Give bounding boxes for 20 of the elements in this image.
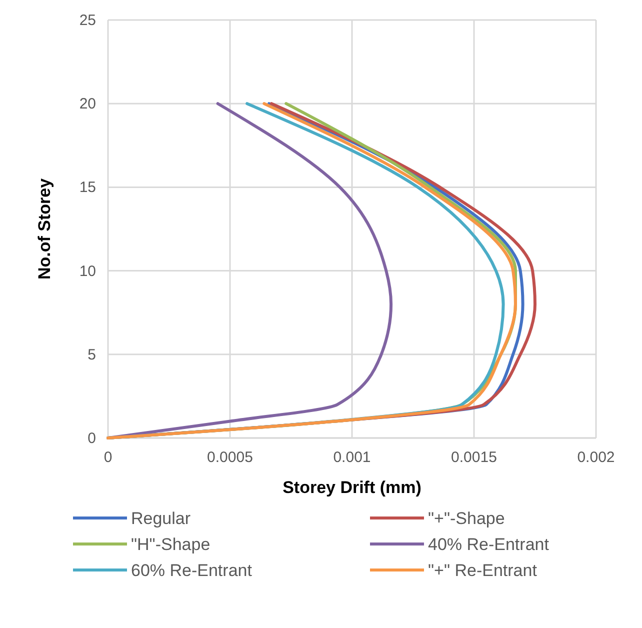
y-tick-label: 25: [79, 12, 96, 29]
x-tick-label: 0.001: [333, 449, 371, 466]
y-axis-title: No.of Storey: [35, 178, 54, 280]
legend-label: 60% Re-Entrant: [131, 561, 252, 580]
y-tick-label: 10: [79, 262, 96, 280]
x-tick-label: 0: [104, 449, 112, 466]
x-tick-label: 0.0005: [207, 449, 253, 466]
line-series: [106, 102, 393, 440]
y-tick-label: 20: [79, 96, 96, 113]
legend-label: "H"-Shape: [131, 535, 210, 554]
y-tick-label: 0: [88, 430, 96, 447]
legend-label: "+"-Shape: [428, 509, 505, 528]
x-tick-label: 0.0015: [451, 449, 497, 466]
y-tick-label: 5: [88, 346, 96, 364]
legend-label: "+" Re-Entrant: [428, 561, 538, 580]
legend-label: Regular: [131, 509, 191, 528]
legend-label: 40% Re-Entrant: [428, 535, 550, 554]
y-tick-label: 15: [79, 179, 96, 196]
x-tick-label: 0.002: [577, 449, 615, 466]
x-axis-title: Storey Drift (mm): [282, 478, 422, 497]
